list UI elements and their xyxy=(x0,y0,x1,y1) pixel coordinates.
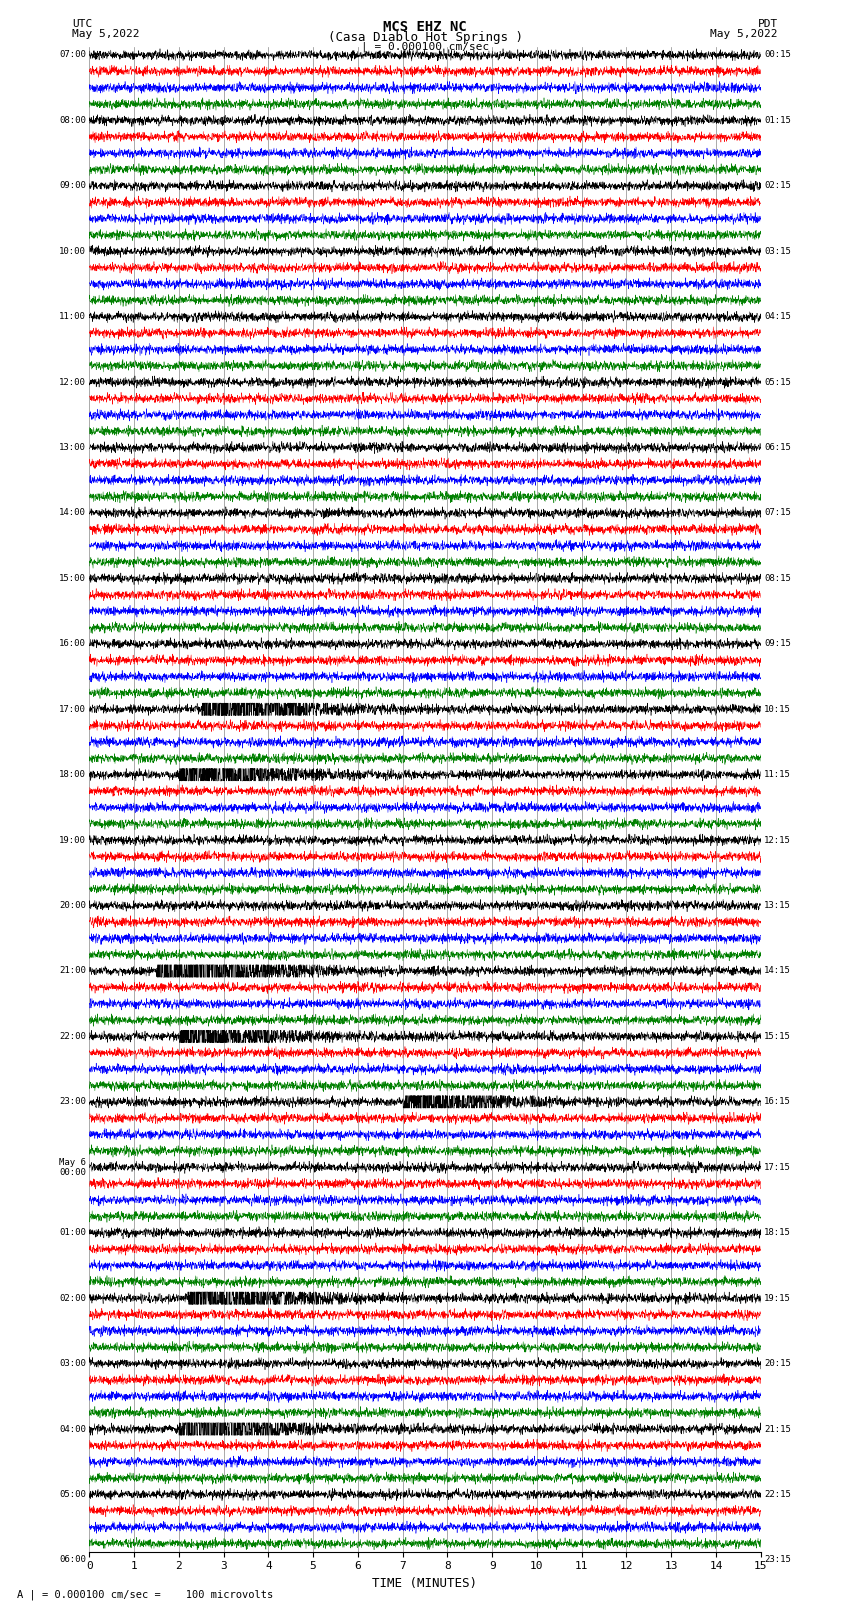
Text: May 5,2022: May 5,2022 xyxy=(72,29,139,39)
Text: 22:00: 22:00 xyxy=(59,1032,86,1040)
Text: 14:15: 14:15 xyxy=(764,966,791,976)
Text: 17:15: 17:15 xyxy=(764,1163,791,1171)
Text: 15:00: 15:00 xyxy=(59,574,86,582)
Text: 03:00: 03:00 xyxy=(59,1360,86,1368)
Text: 09:00: 09:00 xyxy=(59,181,86,190)
Text: 11:15: 11:15 xyxy=(764,769,791,779)
Text: 18:15: 18:15 xyxy=(764,1227,791,1237)
Text: 12:15: 12:15 xyxy=(764,836,791,845)
X-axis label: TIME (MINUTES): TIME (MINUTES) xyxy=(372,1578,478,1590)
Text: 04:15: 04:15 xyxy=(764,313,791,321)
Text: 22:15: 22:15 xyxy=(764,1490,791,1498)
Text: 16:00: 16:00 xyxy=(59,639,86,648)
Text: 00:00: 00:00 xyxy=(59,1168,86,1177)
Text: UTC: UTC xyxy=(72,18,93,29)
Text: 16:15: 16:15 xyxy=(764,1097,791,1107)
Text: May 6: May 6 xyxy=(59,1158,86,1166)
Text: 01:15: 01:15 xyxy=(764,116,791,124)
Text: MCS EHZ NC: MCS EHZ NC xyxy=(383,19,467,34)
Text: PDT: PDT xyxy=(757,18,778,29)
Text: 09:15: 09:15 xyxy=(764,639,791,648)
Text: 15:15: 15:15 xyxy=(764,1032,791,1040)
Text: 02:15: 02:15 xyxy=(764,181,791,190)
Text: 12:00: 12:00 xyxy=(59,377,86,387)
Text: 20:15: 20:15 xyxy=(764,1360,791,1368)
Text: 08:15: 08:15 xyxy=(764,574,791,582)
Text: | = 0.000100 cm/sec: | = 0.000100 cm/sec xyxy=(361,40,489,52)
Text: 13:00: 13:00 xyxy=(59,444,86,452)
Text: 14:00: 14:00 xyxy=(59,508,86,518)
Text: 08:00: 08:00 xyxy=(59,116,86,124)
Text: 13:15: 13:15 xyxy=(764,902,791,910)
Text: 11:00: 11:00 xyxy=(59,313,86,321)
Text: 05:00: 05:00 xyxy=(59,1490,86,1498)
Text: (Casa Diablo Hot Springs ): (Casa Diablo Hot Springs ) xyxy=(327,31,523,44)
Text: 05:15: 05:15 xyxy=(764,377,791,387)
Text: 04:00: 04:00 xyxy=(59,1424,86,1434)
Text: 20:00: 20:00 xyxy=(59,902,86,910)
Text: 01:00: 01:00 xyxy=(59,1227,86,1237)
Text: 21:00: 21:00 xyxy=(59,966,86,976)
Text: 17:00: 17:00 xyxy=(59,705,86,715)
Text: 06:00: 06:00 xyxy=(59,1555,86,1565)
Text: 02:00: 02:00 xyxy=(59,1294,86,1303)
Text: 06:15: 06:15 xyxy=(764,444,791,452)
Text: 18:00: 18:00 xyxy=(59,769,86,779)
Text: 03:15: 03:15 xyxy=(764,247,791,256)
Text: 21:15: 21:15 xyxy=(764,1424,791,1434)
Text: 23:00: 23:00 xyxy=(59,1097,86,1107)
Text: 10:15: 10:15 xyxy=(764,705,791,715)
Text: 07:15: 07:15 xyxy=(764,508,791,518)
Text: 23:15: 23:15 xyxy=(764,1555,791,1565)
Text: 19:00: 19:00 xyxy=(59,836,86,845)
Text: 19:15: 19:15 xyxy=(764,1294,791,1303)
Text: 10:00: 10:00 xyxy=(59,247,86,256)
Text: A | = 0.000100 cm/sec =    100 microvolts: A | = 0.000100 cm/sec = 100 microvolts xyxy=(17,1589,273,1600)
Text: 00:15: 00:15 xyxy=(764,50,791,60)
Text: 07:00: 07:00 xyxy=(59,50,86,60)
Text: May 5,2022: May 5,2022 xyxy=(711,29,778,39)
